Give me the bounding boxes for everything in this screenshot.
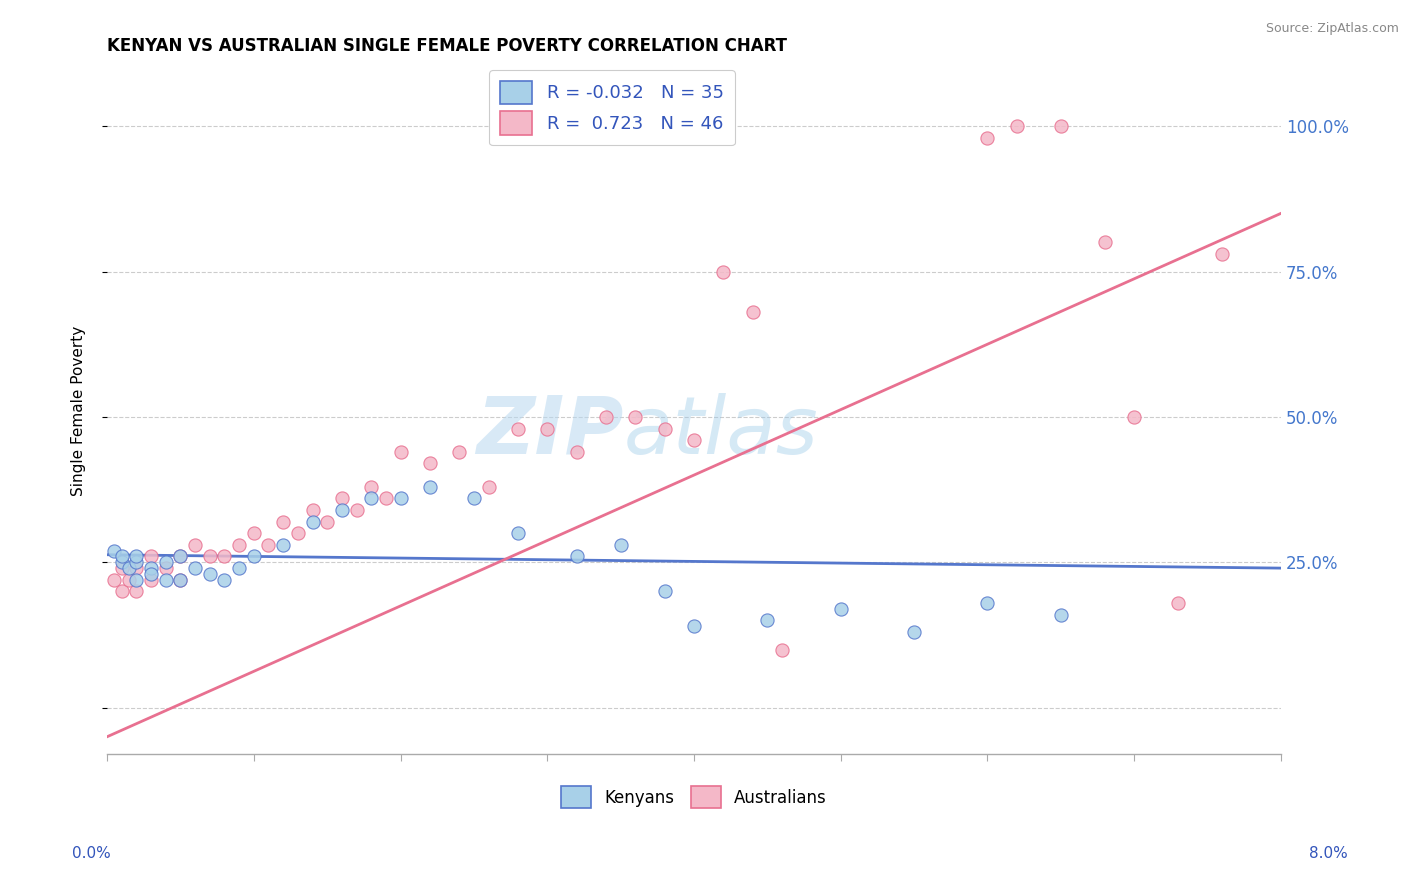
Point <box>1123 409 1146 424</box>
Point <box>198 566 221 581</box>
Point <box>228 561 250 575</box>
Point <box>125 584 148 599</box>
Text: 8.0%: 8.0% <box>1309 846 1348 861</box>
Point <box>654 421 676 435</box>
Point <box>103 573 125 587</box>
Point <box>389 491 412 506</box>
Point <box>257 538 280 552</box>
Point <box>1094 235 1116 250</box>
Point <box>346 503 368 517</box>
Point <box>976 130 998 145</box>
Point <box>287 526 309 541</box>
Point <box>118 561 141 575</box>
Point <box>301 515 323 529</box>
Point <box>243 526 266 541</box>
Point <box>169 573 191 587</box>
Point <box>1050 119 1073 133</box>
Point <box>139 561 162 575</box>
Point <box>624 409 647 424</box>
Point <box>463 491 485 506</box>
Point <box>125 561 148 575</box>
Point <box>1050 607 1073 622</box>
Point <box>301 503 323 517</box>
Point <box>609 538 631 552</box>
Point <box>103 543 125 558</box>
Point <box>111 561 134 575</box>
Point <box>125 573 148 587</box>
Point <box>155 561 177 575</box>
Point <box>1167 596 1189 610</box>
Point <box>506 421 529 435</box>
Point <box>271 515 294 529</box>
Point <box>111 584 134 599</box>
Point <box>711 264 734 278</box>
Point <box>683 433 706 447</box>
Point <box>169 549 191 564</box>
Point <box>155 555 177 569</box>
Y-axis label: Single Female Poverty: Single Female Poverty <box>72 326 86 496</box>
Point <box>330 491 353 506</box>
Point <box>111 555 134 569</box>
Point <box>214 549 236 564</box>
Point <box>1005 119 1028 133</box>
Point <box>118 573 141 587</box>
Point <box>536 421 558 435</box>
Point <box>976 596 998 610</box>
Point <box>565 444 588 458</box>
Point <box>478 480 501 494</box>
Text: ZIP: ZIP <box>477 392 624 471</box>
Point <box>419 457 441 471</box>
Point <box>770 642 793 657</box>
Point <box>330 503 353 517</box>
Point <box>214 573 236 587</box>
Text: atlas: atlas <box>624 392 818 471</box>
Point <box>125 549 148 564</box>
Point <box>449 444 471 458</box>
Point <box>243 549 266 564</box>
Point <box>903 625 925 640</box>
Point <box>830 602 852 616</box>
Point <box>198 549 221 564</box>
Point <box>506 526 529 541</box>
Text: Source: ZipAtlas.com: Source: ZipAtlas.com <box>1265 22 1399 36</box>
Point <box>184 538 207 552</box>
Point <box>683 619 706 633</box>
Point <box>155 573 177 587</box>
Point <box>360 480 382 494</box>
Point <box>139 549 162 564</box>
Legend: Kenyans, Australians: Kenyans, Australians <box>554 780 834 814</box>
Point <box>419 480 441 494</box>
Point <box>169 549 191 564</box>
Point <box>316 515 339 529</box>
Point <box>595 409 617 424</box>
Point <box>169 573 191 587</box>
Point <box>374 491 396 506</box>
Text: KENYAN VS AUSTRALIAN SINGLE FEMALE POVERTY CORRELATION CHART: KENYAN VS AUSTRALIAN SINGLE FEMALE POVER… <box>107 37 787 55</box>
Point <box>139 573 162 587</box>
Point <box>184 561 207 575</box>
Point <box>125 555 148 569</box>
Point <box>389 444 412 458</box>
Point <box>228 538 250 552</box>
Point <box>1211 247 1233 261</box>
Point <box>741 305 763 319</box>
Point <box>360 491 382 506</box>
Point <box>139 566 162 581</box>
Text: 0.0%: 0.0% <box>72 846 111 861</box>
Point <box>654 584 676 599</box>
Point <box>111 549 134 564</box>
Point <box>565 549 588 564</box>
Point <box>271 538 294 552</box>
Point <box>756 614 779 628</box>
